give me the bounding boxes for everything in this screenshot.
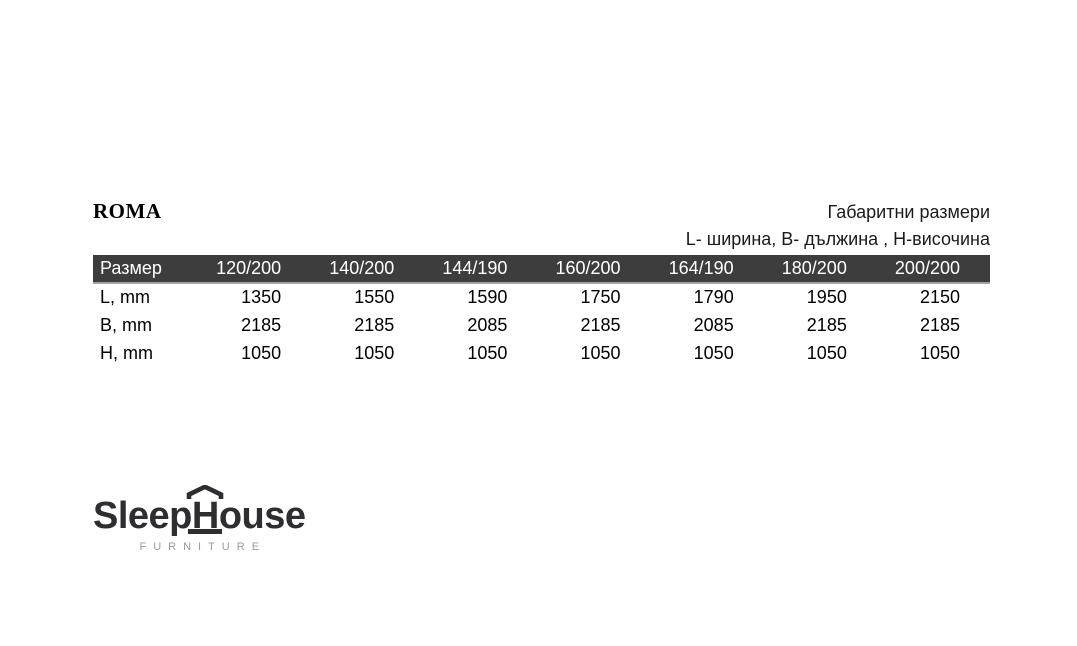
logo-word-start: Sleep — [93, 495, 192, 537]
house-base-line — [188, 529, 223, 534]
spec-sheet: ROMA Габаритни размери L- ширина, B- дъл… — [93, 199, 990, 367]
column-header-size: 200/200 — [876, 255, 990, 284]
dimension-value: 1050 — [806, 342, 847, 363]
column-header-size: 120/200 — [198, 255, 312, 284]
table-body: L, mm 1350 1550 1590 1750 1790 1950 2150 B, mm 21… — [93, 283, 990, 367]
row-label: B, mm — [100, 314, 152, 335]
dimension-value: 1590 — [467, 287, 508, 307]
dimension-value: 2185 — [241, 314, 282, 335]
dimension-value: 1050 — [693, 342, 734, 363]
table-header-row: Размер 120/200 140/200 144/190 160/200 164/19… — [93, 255, 990, 284]
dimension-value: 2085 — [467, 314, 508, 335]
dimension-value: 2185 — [354, 314, 395, 335]
dimension-value: 2185 — [919, 314, 960, 335]
caption-legend: L- ширина, B- дължина , H-височина — [685, 229, 990, 249]
column-header-size: 144/190 — [424, 255, 538, 284]
column-header-size: 140/200 — [311, 255, 425, 284]
dimension-value: 1950 — [806, 287, 847, 307]
dimension-value: 1050 — [354, 342, 395, 363]
table-row: L, mm 1350 1550 1590 1750 1790 1950 2150 — [93, 283, 990, 311]
header-row: ROMA Габаритни размери — [93, 199, 990, 224]
column-header-size: 180/200 — [763, 255, 877, 284]
column-header-size: 164/190 — [650, 255, 764, 284]
logo-h-letter: H — [191, 495, 219, 537]
dimensions-table: Размер 120/200 140/200 144/190 160/200 164/19… — [93, 255, 990, 367]
dimension-value: 2185 — [580, 314, 621, 335]
column-header-label: Размер — [93, 255, 198, 284]
dimension-value: 2185 — [806, 314, 847, 335]
caption-overall-dimensions: Габаритни размери — [827, 202, 990, 222]
dimension-value: 1050 — [241, 342, 282, 363]
row-label: L, mm — [100, 287, 151, 307]
house-roof-icon — [187, 485, 224, 499]
logo-house-h: H — [187, 485, 224, 537]
row-label: H, mm — [100, 342, 153, 363]
table-row: B, mm 2185 2185 2085 2185 2085 2185 2185 — [93, 311, 990, 339]
logo-tagline: FURNITURE — [139, 541, 267, 553]
product-title: ROMA — [93, 199, 162, 223]
dimension-value: 1050 — [467, 342, 508, 363]
table-row: H, mm 1050 1050 1050 1050 1050 1050 1050 — [93, 339, 990, 367]
dimension-value: 1750 — [580, 287, 621, 307]
dimension-value: 1550 — [354, 287, 395, 307]
logo-word-end: ouse — [218, 495, 306, 537]
dimension-value: 2085 — [693, 314, 734, 335]
dimension-value: 1050 — [580, 342, 621, 363]
dimension-value: 1790 — [693, 287, 734, 307]
dimension-value: 1350 — [241, 287, 282, 307]
dimension-value: 1050 — [919, 342, 960, 363]
dimension-value: 2150 — [919, 287, 960, 307]
column-header-size: 160/200 — [537, 255, 651, 284]
